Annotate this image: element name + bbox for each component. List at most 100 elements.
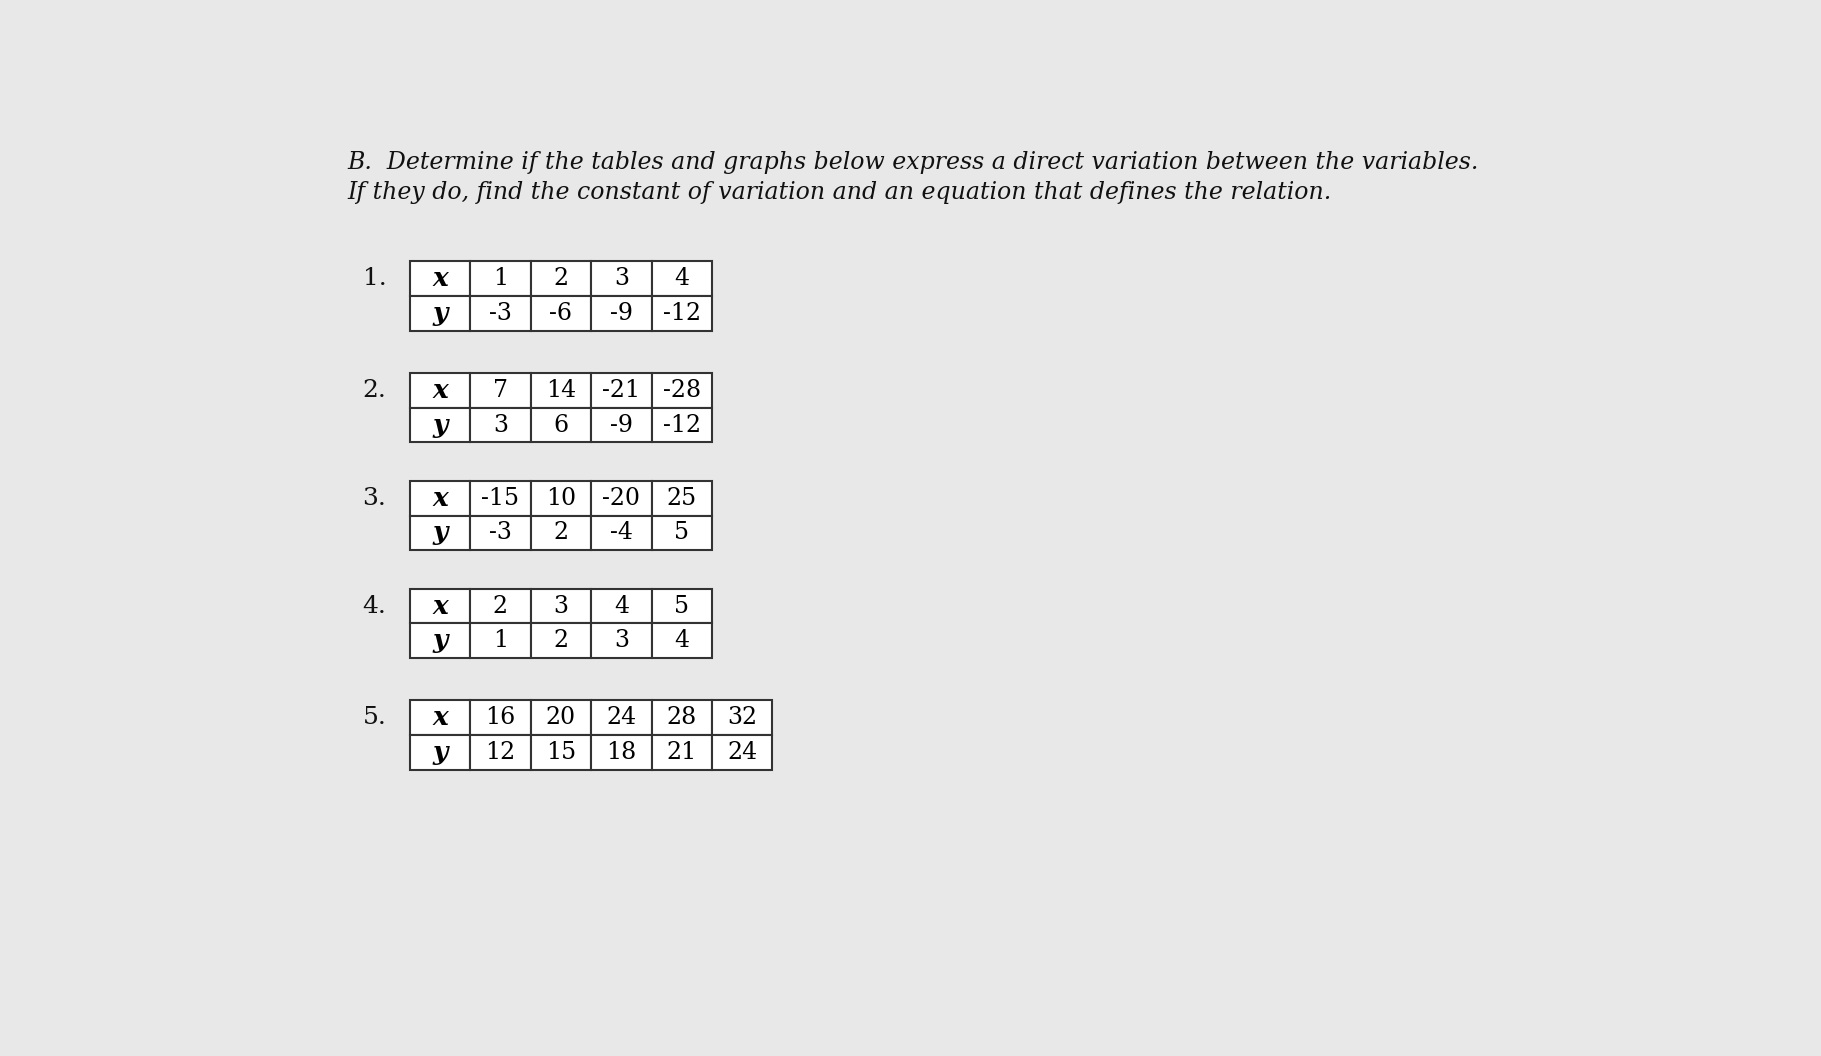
Bar [410,735,470,770]
Text: 3: 3 [554,595,568,618]
Bar [712,700,772,735]
Bar [470,623,530,658]
Bar [470,296,530,331]
Bar [712,735,772,770]
Text: 12: 12 [486,741,515,763]
Bar [592,408,652,442]
Bar [410,262,470,296]
Text: 7: 7 [493,379,508,402]
Text: 24: 24 [727,741,758,763]
Text: 10: 10 [546,487,575,510]
Text: x: x [432,266,448,291]
Bar [592,296,652,331]
Text: -12: -12 [663,302,701,325]
Text: -15: -15 [481,487,519,510]
Bar [652,589,712,623]
Text: y: y [432,413,448,437]
Bar [652,735,712,770]
Bar [470,589,530,623]
Bar [470,408,530,442]
Text: 4: 4 [674,629,690,653]
Bar [410,700,470,735]
Text: If they do, find the constant of variation and an equation that defines the rela: If they do, find the constant of variati… [348,181,1331,204]
Bar [652,515,712,550]
Text: -6: -6 [550,302,572,325]
Text: y: y [432,740,448,765]
Text: 3.: 3. [362,487,386,510]
Text: 25: 25 [666,487,697,510]
Bar [592,700,652,735]
Bar [530,373,592,408]
Text: y: y [432,521,448,545]
Bar [410,480,470,515]
Text: x: x [432,378,448,403]
Bar [530,480,592,515]
Bar [652,623,712,658]
Text: 3: 3 [614,267,628,290]
Bar [470,735,530,770]
Bar [592,623,652,658]
Text: x: x [432,705,448,730]
Text: 1: 1 [493,267,508,290]
Text: 32: 32 [727,706,758,730]
Bar [530,623,592,658]
Text: 5: 5 [674,595,690,618]
Text: -9: -9 [610,302,634,325]
Text: 28: 28 [666,706,697,730]
Bar [592,480,652,515]
Bar [592,589,652,623]
Text: 24: 24 [606,706,637,730]
Text: 1.: 1. [362,267,386,290]
Text: -3: -3 [490,302,512,325]
Bar [410,623,470,658]
Bar [652,296,712,331]
Bar [530,515,592,550]
Text: 5: 5 [674,522,690,545]
Text: 4: 4 [614,595,628,618]
Text: x: x [432,486,448,511]
Bar [470,700,530,735]
Bar [410,373,470,408]
Text: 4.: 4. [362,595,386,618]
Bar [652,700,712,735]
Bar [592,262,652,296]
Bar [410,408,470,442]
Bar [652,373,712,408]
Bar [470,480,530,515]
Text: 1: 1 [493,629,508,653]
Text: y: y [432,301,448,326]
Text: 2: 2 [554,522,568,545]
Text: -12: -12 [663,414,701,436]
Text: x: x [432,593,448,619]
Bar [652,408,712,442]
Text: 14: 14 [546,379,575,402]
Text: -28: -28 [663,379,701,402]
Bar [470,262,530,296]
Bar [652,262,712,296]
Text: 3: 3 [493,414,508,436]
Text: 21: 21 [666,741,697,763]
Text: 5.: 5. [362,706,386,730]
Bar [410,515,470,550]
Text: -21: -21 [603,379,641,402]
Bar [530,296,592,331]
Bar [530,735,592,770]
Text: 15: 15 [546,741,575,763]
Text: 3: 3 [614,629,628,653]
Text: 2: 2 [554,267,568,290]
Text: B.  Determine if the tables and graphs below express a direct variation between : B. Determine if the tables and graphs be… [348,151,1479,174]
Bar [530,700,592,735]
Bar [592,515,652,550]
Bar [530,589,592,623]
Bar [652,480,712,515]
Text: y: y [432,628,448,654]
Bar [410,296,470,331]
Text: 16: 16 [486,706,515,730]
Bar [410,589,470,623]
Text: 2: 2 [554,629,568,653]
Bar [592,373,652,408]
Text: -9: -9 [610,414,634,436]
Bar [592,735,652,770]
Text: 2: 2 [493,595,508,618]
Text: 2.: 2. [362,379,386,402]
